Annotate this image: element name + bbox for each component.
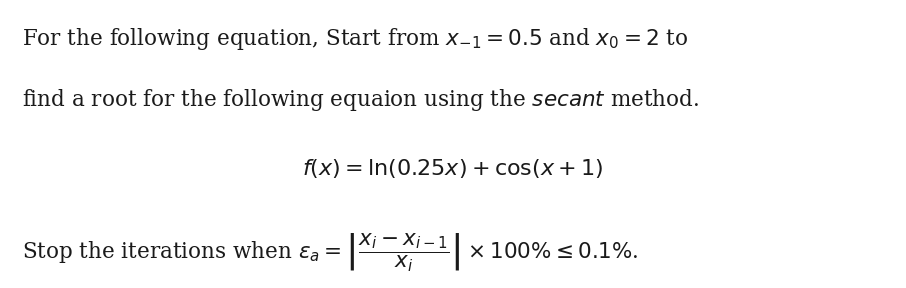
Text: For the following equation, Start from $x_{-1} = 0.5$ and $x_0 = 2$ to: For the following equation, Start from $… xyxy=(22,26,689,52)
Text: $f(x) = \ln(0.25x) + \cos(x + 1)$: $f(x) = \ln(0.25x) + \cos(x + 1)$ xyxy=(303,157,603,180)
Text: Stop the iterations when $\varepsilon_a = \left|\dfrac{x_i - x_{i-1}}{x_i}\right: Stop the iterations when $\varepsilon_a … xyxy=(22,232,639,274)
Text: find a root for the following equaion using the $\mathit{secant}$ method.: find a root for the following equaion us… xyxy=(22,88,699,113)
